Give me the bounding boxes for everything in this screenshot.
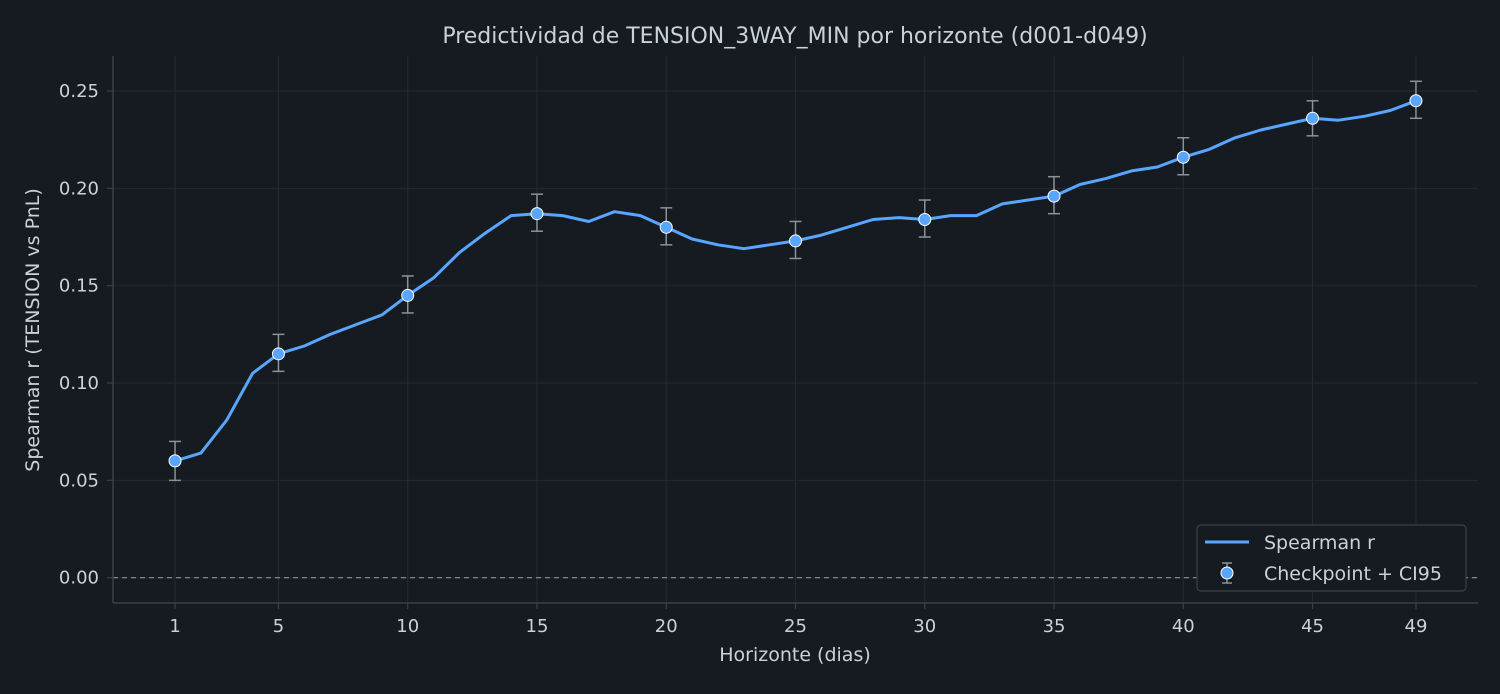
- legend: Spearman r Checkpoint + CI95: [1196, 524, 1467, 592]
- x-tick-label: 49: [1405, 616, 1428, 637]
- checkpoint-marker: [1409, 94, 1423, 108]
- x-tick-label: 45: [1301, 616, 1324, 637]
- checkpoint-marker: [530, 207, 544, 221]
- x-axis: 1 5 10 15 20 25 30 35 40 45 49: [169, 603, 1427, 637]
- legend-label-checkpoint: Checkpoint + CI95: [1264, 563, 1442, 585]
- legend-label-spearman: Spearman r: [1264, 532, 1375, 554]
- y-axis-label: Spearman r (TENSION vs PnL): [22, 188, 44, 471]
- x-axis-label: Horizonte (dias): [719, 644, 871, 666]
- checkpoint-marker: [271, 347, 285, 361]
- x-tick-label: 25: [784, 616, 807, 637]
- x-tick-label: 35: [1043, 616, 1066, 637]
- checkpoint-marker: [918, 213, 932, 227]
- checkpoint-marker: [401, 288, 415, 302]
- x-tick-label: 20: [655, 616, 678, 637]
- x-tick-label: 1: [169, 616, 180, 637]
- checkpoint-marker: [168, 454, 182, 468]
- y-tick-label: 0.20: [59, 178, 99, 199]
- checkpoint-marker: [1047, 189, 1061, 203]
- y-tick-label: 0.05: [59, 470, 99, 491]
- y-tick-label: 0.15: [59, 276, 99, 297]
- legend-box: [1196, 524, 1467, 592]
- x-tick-label: 5: [273, 616, 284, 637]
- marker-layer: [168, 94, 1423, 468]
- x-tick-label: 10: [396, 616, 419, 637]
- y-axis: 0.00 0.05 0.10 0.15 0.20 0.25: [59, 81, 113, 589]
- checkpoint-marker: [659, 220, 673, 234]
- y-tick-label: 0.10: [59, 373, 99, 394]
- checkpoint-marker: [789, 234, 802, 248]
- checkpoint-marker: [1176, 150, 1190, 164]
- errorbar-layer: [169, 80, 1422, 482]
- x-tick-label: 30: [913, 616, 936, 637]
- chart-title: Predictividad de TENSION_3WAY_MIN por ho…: [442, 24, 1147, 49]
- legend-errorbar-swatch: [1220, 562, 1234, 584]
- x-tick-label: 40: [1172, 616, 1195, 637]
- y-tick-label: 0.25: [59, 81, 99, 102]
- checkpoint-marker: [1306, 111, 1320, 125]
- x-tick-label: 15: [526, 616, 549, 637]
- y-tick-label: 0.00: [59, 568, 99, 589]
